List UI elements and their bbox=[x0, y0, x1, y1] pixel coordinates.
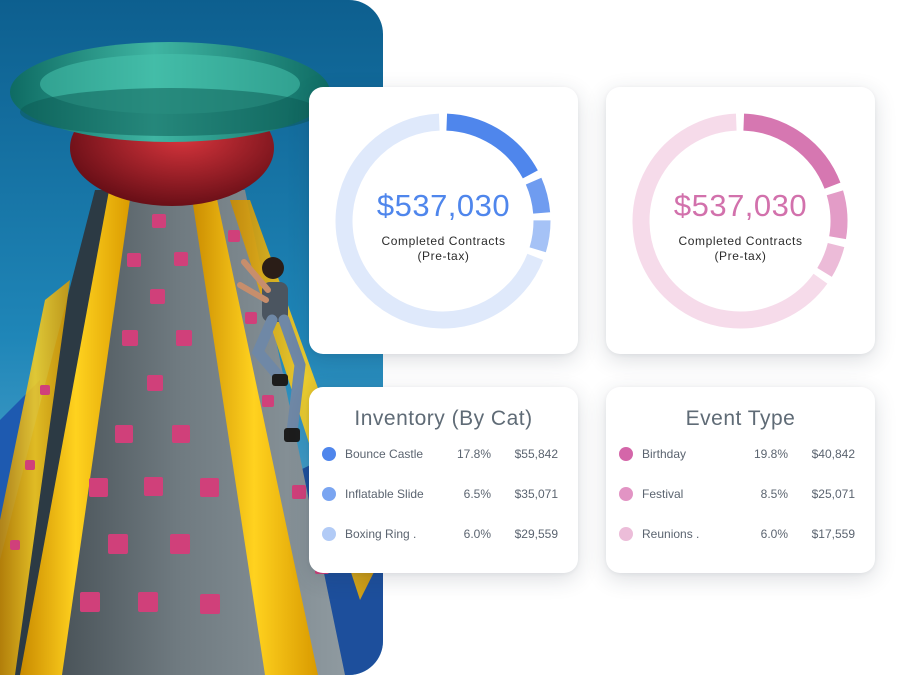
donut-segment bbox=[743, 113, 841, 189]
category-name: Inflatable Slide bbox=[345, 487, 424, 501]
event-donut-ring bbox=[632, 113, 848, 329]
donut-segment bbox=[529, 220, 551, 253]
caption-line-1: Completed Contracts bbox=[381, 234, 506, 248]
inventory-donut-chart bbox=[335, 113, 551, 329]
legend-dot bbox=[619, 527, 633, 541]
event-value: $25,071 bbox=[811, 487, 855, 501]
list-item: Festival 8.5% $25,071 bbox=[606, 484, 875, 504]
list-item: Reunions . 6.0% $17,559 bbox=[606, 524, 875, 544]
event-name: Birthday bbox=[642, 447, 687, 461]
category-value: $35,071 bbox=[514, 487, 558, 501]
donut-segment bbox=[632, 113, 828, 329]
donut-segment bbox=[826, 190, 848, 240]
donut-segment bbox=[525, 177, 551, 214]
event-summary-card: $537,030 Completed Contracts (Pre-tax) bbox=[606, 87, 875, 354]
category-percent: 6.0% bbox=[463, 527, 491, 541]
event-name: Festival bbox=[642, 487, 684, 501]
category-name: Bounce Castle bbox=[345, 447, 424, 461]
completed-contracts-amount: $537,030 bbox=[673, 188, 808, 223]
inventory-card-title: Inventory (By Cat) bbox=[354, 407, 533, 430]
category-percent: 17.8% bbox=[456, 447, 491, 461]
legend-dot bbox=[322, 527, 336, 541]
event-type-card: Event Type Birthday 19.8% $40,842 Festiv… bbox=[606, 387, 875, 573]
completed-contracts-amount: $537,030 bbox=[376, 188, 511, 223]
donut-segment bbox=[335, 113, 544, 329]
event-card-title: Event Type bbox=[685, 407, 796, 430]
legend-dot bbox=[619, 447, 633, 461]
event-percent: 8.5% bbox=[760, 487, 788, 501]
list-item: Birthday 19.8% $40,842 bbox=[606, 444, 875, 464]
completed-contracts-caption: Completed Contracts (Pre-tax) bbox=[309, 234, 578, 264]
category-percent: 6.5% bbox=[463, 487, 491, 501]
donut-segment bbox=[817, 242, 845, 277]
event-percent: 19.8% bbox=[753, 447, 788, 461]
category-value: $29,559 bbox=[514, 527, 558, 541]
caption-line-2: (Pre-tax) bbox=[714, 249, 767, 263]
inventory-summary-card: $537,030 Completed Contracts (Pre-tax) bbox=[309, 87, 578, 354]
event-percent: 6.0% bbox=[760, 527, 788, 541]
caption-line-2: (Pre-tax) bbox=[417, 249, 470, 263]
category-name: Boxing Ring . bbox=[345, 527, 417, 541]
list-item: Boxing Ring . 6.0% $29,559 bbox=[309, 524, 578, 544]
event-value: $17,559 bbox=[811, 527, 855, 541]
list-item: Bounce Castle 17.8% $55,842 bbox=[309, 444, 578, 464]
completed-contracts-caption: Completed Contracts (Pre-tax) bbox=[606, 234, 875, 264]
inventory-by-category-card: Inventory (By Cat) Bounce Castle 17.8% $… bbox=[309, 387, 578, 573]
inventory-donut-ring bbox=[335, 113, 551, 329]
legend-dot bbox=[322, 487, 336, 501]
category-value: $55,842 bbox=[514, 447, 558, 461]
event-name: Reunions . bbox=[642, 527, 700, 541]
legend-dot bbox=[322, 447, 336, 461]
list-item: Inflatable Slide 6.5% $35,071 bbox=[309, 484, 578, 504]
legend-dot bbox=[619, 487, 633, 501]
event-value: $40,842 bbox=[811, 447, 855, 461]
caption-line-1: Completed Contracts bbox=[678, 234, 803, 248]
event-donut-chart bbox=[632, 113, 848, 329]
donut-segment bbox=[446, 113, 538, 179]
